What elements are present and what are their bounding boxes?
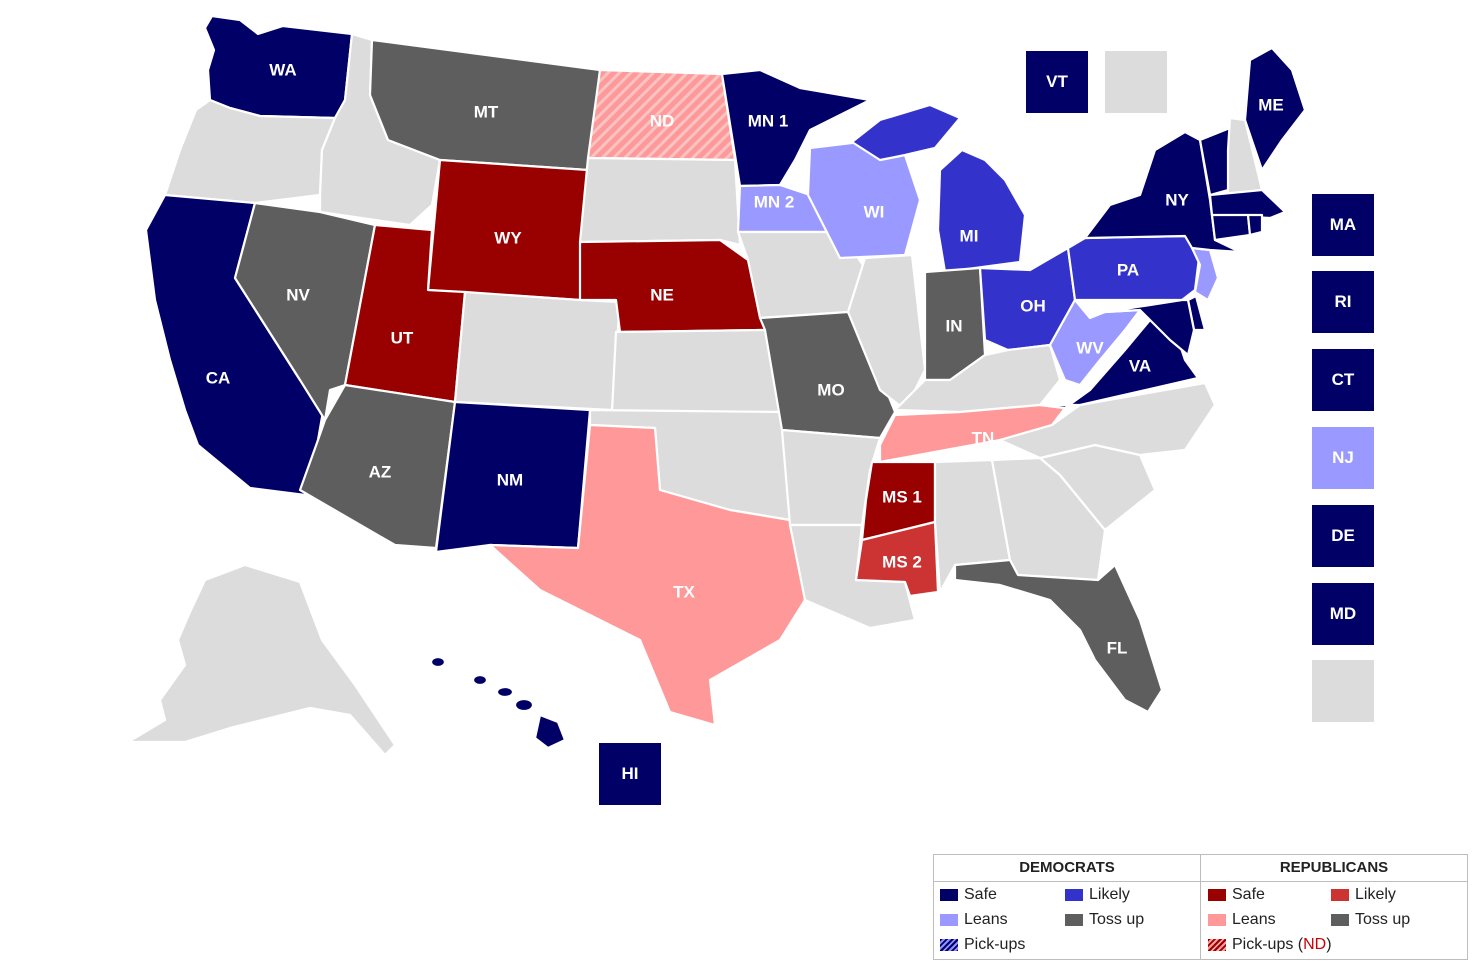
swatch-rep-pickups <box>1208 939 1226 951</box>
label-wv: WV <box>1076 339 1104 358</box>
map-legend: DEMOCRATS REPUBLICANS Safe Likely Leans … <box>933 854 1468 960</box>
legend-header-democrats: DEMOCRATS <box>1019 859 1115 876</box>
label-fl: FL <box>1107 639 1128 658</box>
label-oh: OH <box>1020 297 1046 316</box>
legend-dem-leans: Leans <box>940 910 1008 930</box>
label-mo: MO <box>817 381 844 400</box>
state-nevada[interactable] <box>233 201 377 422</box>
label-mn1: MN 1 <box>748 112 789 131</box>
state-michigan[interactable] <box>936 148 1027 274</box>
label-ne: NE <box>650 286 674 305</box>
state-maine[interactable] <box>1243 46 1307 172</box>
legend-dem-pickups: Pick-ups <box>940 935 1025 955</box>
label-mn2: MN 2 <box>754 193 795 212</box>
swatch-dem-tossup <box>1065 914 1083 926</box>
legend-rep-pickups-state: ND <box>1303 936 1327 953</box>
label-az: AZ <box>369 463 392 482</box>
label-tx: TX <box>673 583 695 602</box>
legend-rep-likely-label: Likely <box>1355 886 1396 903</box>
swatch-dem-likely <box>1065 889 1083 901</box>
label-pa: PA <box>1117 261 1139 280</box>
label-wi: WI <box>864 203 885 222</box>
legend-rep-leans-label: Leans <box>1232 911 1276 928</box>
label-ca: CA <box>206 369 231 388</box>
label-mt: MT <box>474 103 499 122</box>
legend-rep-safe-label: Safe <box>1232 886 1265 903</box>
label-mi: MI <box>960 227 979 246</box>
state-south-dakota[interactable] <box>578 156 742 247</box>
legend-header-republicans: REPUBLICANS <box>1279 859 1389 876</box>
legend-divider-vertical <box>1200 855 1201 959</box>
label-va: VA <box>1129 357 1151 376</box>
swatch-rep-safe <box>1208 889 1226 901</box>
label-nv: NV <box>286 286 310 305</box>
legend-dem-tossup: Toss up <box>1065 910 1144 930</box>
state-rhode-island[interactable] <box>1246 213 1264 237</box>
state-north-carolina[interactable] <box>998 381 1217 460</box>
state-kansas[interactable] <box>610 328 782 414</box>
legend-dem-likely-label: Likely <box>1089 886 1130 903</box>
box-ma[interactable]: MA <box>1312 194 1374 256</box>
swatch-rep-tossup <box>1331 914 1349 926</box>
legend-rep-pickups-label: Pick-ups ( <box>1232 936 1304 953</box>
swatch-rep-leans <box>1208 914 1226 926</box>
legend-rep-pickups: Pick-ups (ND) <box>1208 935 1332 955</box>
label-ms2: MS 2 <box>882 553 922 572</box>
label-nd: ND <box>650 112 675 131</box>
swatch-dem-leans <box>940 914 958 926</box>
box-de[interactable]: DE <box>1312 505 1374 567</box>
swatch-dem-pickups <box>940 939 958 951</box>
legend-rep-likely: Likely <box>1331 885 1396 905</box>
state-maryland[interactable] <box>1103 298 1196 357</box>
state-colorado[interactable] <box>453 290 622 412</box>
label-ut: UT <box>391 329 414 348</box>
label-wa: WA <box>269 61 296 80</box>
label-ms1: MS 1 <box>882 488 922 507</box>
state-hawaii[interactable] <box>429 655 567 750</box>
box-md[interactable]: MD <box>1312 583 1374 645</box>
legend-rep-tossup-label: Toss up <box>1355 911 1411 928</box>
label-tn: TN <box>972 429 995 448</box>
swatch-dem-safe <box>940 889 958 901</box>
legend-rep-safe: Safe <box>1208 885 1265 905</box>
box-nh[interactable] <box>1105 51 1167 113</box>
state-michigan-up[interactable] <box>850 103 962 162</box>
legend-dem-tossup-label: Toss up <box>1089 911 1145 928</box>
state-massachusetts[interactable] <box>1208 188 1287 220</box>
legend-divider-horizontal <box>934 881 1467 882</box>
state-texas[interactable] <box>488 423 807 727</box>
box-ri[interactable]: RI <box>1312 271 1374 333</box>
legend-dem-likely: Likely <box>1065 885 1130 905</box>
box-ct[interactable]: CT <box>1312 349 1374 411</box>
label-nm: NM <box>497 471 523 490</box>
legend-dem-pickups-label: Pick-ups <box>964 936 1026 953</box>
box-dc[interactable] <box>1312 660 1374 722</box>
label-ny: NY <box>1165 191 1189 210</box>
box-nj[interactable]: NJ <box>1312 427 1374 489</box>
state-west-virginia[interactable] <box>1048 298 1142 387</box>
legend-rep-tossup: Toss up <box>1331 910 1410 930</box>
label-in: IN <box>946 317 963 336</box>
swatch-rep-likely <box>1331 889 1349 901</box>
box-vt[interactable]: VT <box>1026 51 1088 113</box>
label-me: ME <box>1258 96 1284 115</box>
state-florida[interactable] <box>953 558 1164 714</box>
state-alaska[interactable] <box>126 563 397 757</box>
legend-dem-leans-label: Leans <box>964 911 1008 928</box>
legend-rep-leans: Leans <box>1208 910 1276 930</box>
state-louisiana[interactable] <box>788 523 917 630</box>
legend-dem-safe: Safe <box>940 885 997 905</box>
legend-rep-pickups-close: ) <box>1326 936 1332 953</box>
legend-dem-safe-label: Safe <box>964 886 997 903</box>
state-labels: WA CA NV MT WY UT AZ NM ND NE TX MN 1 MN… <box>206 61 1284 658</box>
label-wy: WY <box>494 229 522 248</box>
state-connecticut[interactable] <box>1210 213 1252 242</box>
box-hi[interactable]: HI <box>599 743 661 805</box>
